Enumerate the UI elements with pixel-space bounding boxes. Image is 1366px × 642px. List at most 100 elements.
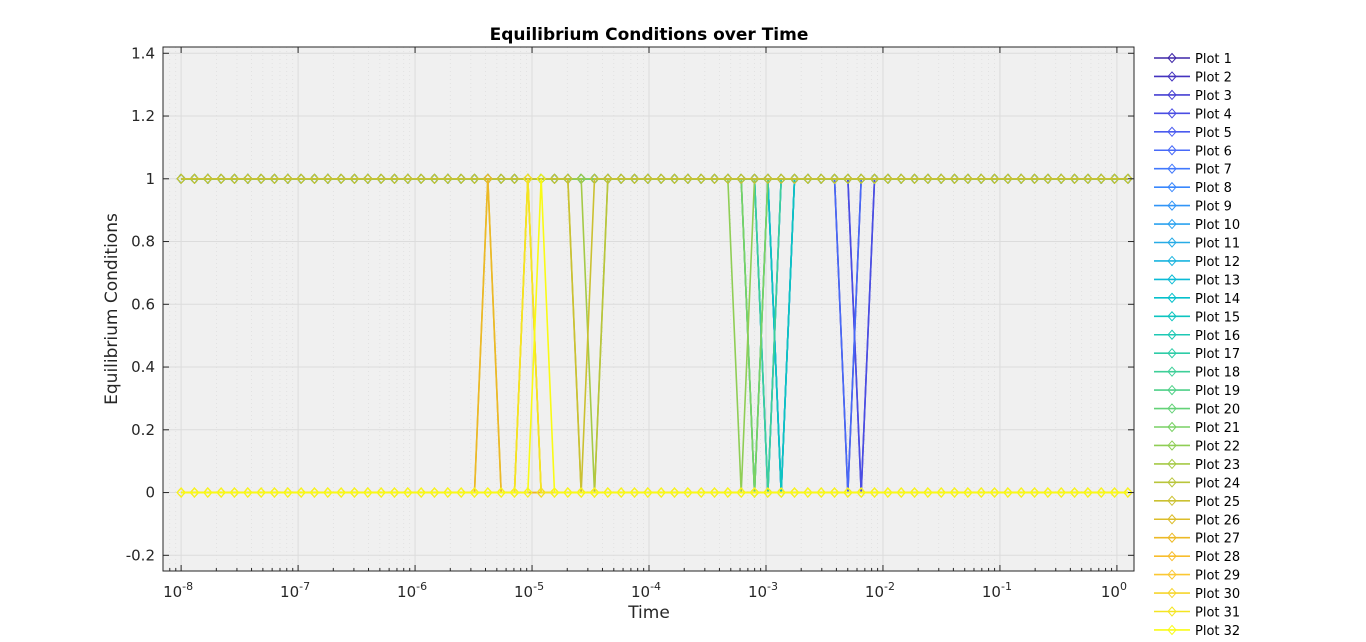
- data-point: [509, 173, 520, 185]
- data-point: [189, 173, 200, 185]
- legend-item[interactable]: Plot 14: [1154, 292, 1240, 307]
- data-point: [1003, 487, 1013, 498]
- data-point: [803, 487, 813, 498]
- x-tick-label: 10-7: [280, 580, 310, 601]
- data-point: [883, 173, 893, 185]
- legend-marker: [1167, 477, 1177, 488]
- legend-item[interactable]: Plot 32: [1154, 624, 1240, 639]
- y-tick-label: 0.6: [131, 295, 155, 313]
- x-tick-label: 10-4: [631, 580, 661, 601]
- legend-item[interactable]: Plot 16: [1154, 329, 1240, 344]
- legend-item[interactable]: Plot 10: [1154, 218, 1240, 233]
- legend-item[interactable]: Plot 17: [1154, 347, 1240, 362]
- legend-item[interactable]: Plot 11: [1154, 237, 1240, 252]
- data-point: [683, 173, 693, 185]
- legend-label: Plot 31: [1195, 606, 1240, 621]
- legend-label: Plot 24: [1195, 476, 1240, 491]
- data-point: [776, 173, 786, 185]
- legend-item[interactable]: Plot 13: [1154, 273, 1240, 288]
- legend-item[interactable]: Plot 30: [1154, 587, 1240, 602]
- legend-item[interactable]: Plot 8: [1154, 181, 1232, 196]
- data-series: [176, 173, 1133, 498]
- data-point: [336, 487, 346, 498]
- legend-label: Plot 17: [1195, 347, 1240, 362]
- legend-label: Plot 16: [1195, 329, 1240, 344]
- legend-item[interactable]: Plot 23: [1154, 458, 1240, 473]
- data-point: [643, 173, 653, 185]
- legend-item[interactable]: Plot 27: [1154, 532, 1240, 547]
- data-point: [683, 487, 693, 498]
- data-point: [589, 173, 600, 185]
- data-point: [563, 173, 573, 185]
- legend-marker: [1167, 71, 1177, 82]
- legend-item[interactable]: Plot 2: [1154, 70, 1232, 85]
- legend-label: Plot 21: [1195, 421, 1240, 436]
- data-point: [963, 173, 973, 185]
- legend-item[interactable]: Plot 18: [1154, 366, 1240, 381]
- legend-item[interactable]: Plot 7: [1154, 163, 1232, 178]
- data-point: [269, 173, 280, 185]
- legend-item[interactable]: Plot 20: [1154, 403, 1240, 418]
- data-point: [363, 173, 373, 185]
- series-32: [176, 173, 1133, 498]
- legend-item[interactable]: Plot 28: [1154, 550, 1240, 565]
- legend-item[interactable]: Plot 31: [1154, 606, 1240, 621]
- x-tick-label: 10-3: [748, 580, 778, 601]
- legend-item[interactable]: Plot 21: [1154, 421, 1240, 436]
- y-tick-label: 1: [145, 170, 155, 188]
- legend-item[interactable]: Plot 24: [1154, 476, 1240, 491]
- data-point: [949, 487, 960, 498]
- legend[interactable]: Plot 1 Plot 2 Plot 3 Plot 4 Plot 5 Plot 6 Plot…: [1154, 52, 1240, 639]
- data-point: [416, 173, 426, 185]
- data-point: [189, 487, 200, 498]
- data-point: [869, 173, 880, 185]
- legend-marker: [1167, 587, 1177, 599]
- data-point: [416, 487, 426, 498]
- legend-label: Plot 9: [1195, 200, 1232, 215]
- legend-item[interactable]: Plot 3: [1154, 89, 1232, 104]
- data-point: [176, 487, 186, 498]
- legend-item[interactable]: Plot 12: [1154, 255, 1240, 270]
- legend-label: Plot 14: [1195, 292, 1240, 307]
- data-point: [589, 487, 600, 498]
- legend-item[interactable]: Plot 25: [1154, 495, 1240, 510]
- legend-item[interactable]: Plot 4: [1154, 107, 1232, 122]
- data-point: [1109, 173, 1120, 185]
- data-point: [243, 487, 253, 498]
- legend-item[interactable]: Plot 29: [1154, 569, 1240, 584]
- legend-item[interactable]: Plot 15: [1154, 310, 1240, 325]
- legend-item[interactable]: Plot 6: [1154, 144, 1232, 159]
- data-point: [296, 487, 306, 498]
- legend-label: Plot 4: [1195, 107, 1232, 122]
- data-point: [509, 487, 520, 498]
- legend-item[interactable]: Plot 26: [1154, 513, 1240, 528]
- data-point: [443, 487, 453, 498]
- legend-marker: [1167, 255, 1177, 267]
- data-point: [336, 173, 346, 185]
- legend-item[interactable]: Plot 5: [1154, 126, 1232, 141]
- data-point: [256, 173, 266, 185]
- data-point: [856, 487, 866, 498]
- legend-item[interactable]: Plot 9: [1154, 200, 1232, 215]
- data-point: [1123, 173, 1133, 185]
- data-point: [723, 173, 733, 185]
- data-point: [616, 173, 626, 185]
- data-point: [936, 487, 946, 498]
- x-axis-title: Time: [627, 603, 670, 623]
- legend-item[interactable]: Plot 22: [1154, 439, 1240, 454]
- data-point: [576, 487, 586, 498]
- x-tick-label: 10-5: [514, 580, 544, 601]
- legend-marker: [1167, 144, 1177, 156]
- legend-label: Plot 23: [1195, 458, 1240, 473]
- legend-item[interactable]: Plot 19: [1154, 384, 1240, 399]
- data-point: [523, 173, 533, 185]
- data-point: [763, 487, 773, 498]
- data-point: [243, 173, 253, 185]
- legend-marker: [1167, 440, 1177, 451]
- legend-label: Plot 3: [1195, 89, 1232, 104]
- legend-marker: [1167, 550, 1177, 562]
- legend-marker: [1167, 200, 1177, 211]
- y-tick-label: 0.2: [131, 421, 155, 439]
- legend-item[interactable]: Plot 1: [1154, 52, 1232, 67]
